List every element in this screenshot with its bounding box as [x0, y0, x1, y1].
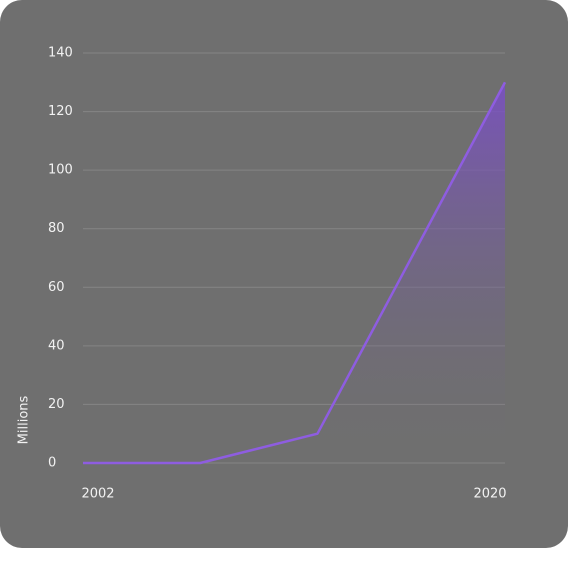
x-tick-label: 2020 [473, 487, 506, 502]
y-tick-label: 40 [48, 338, 65, 353]
y-tick-label: 60 [48, 280, 65, 295]
y-tick-label: 80 [48, 221, 65, 236]
x-tick-label: 2002 [81, 487, 114, 502]
area [83, 82, 505, 464]
y-tick-label: 120 [48, 104, 73, 119]
y-axis-label: Millions [17, 395, 32, 444]
line [83, 81, 507, 465]
y-tick-label: 0 [48, 456, 56, 471]
y-tick-label: 140 [48, 46, 73, 61]
y-tick-label: 100 [48, 163, 73, 178]
y-tick-label: 20 [48, 397, 65, 412]
